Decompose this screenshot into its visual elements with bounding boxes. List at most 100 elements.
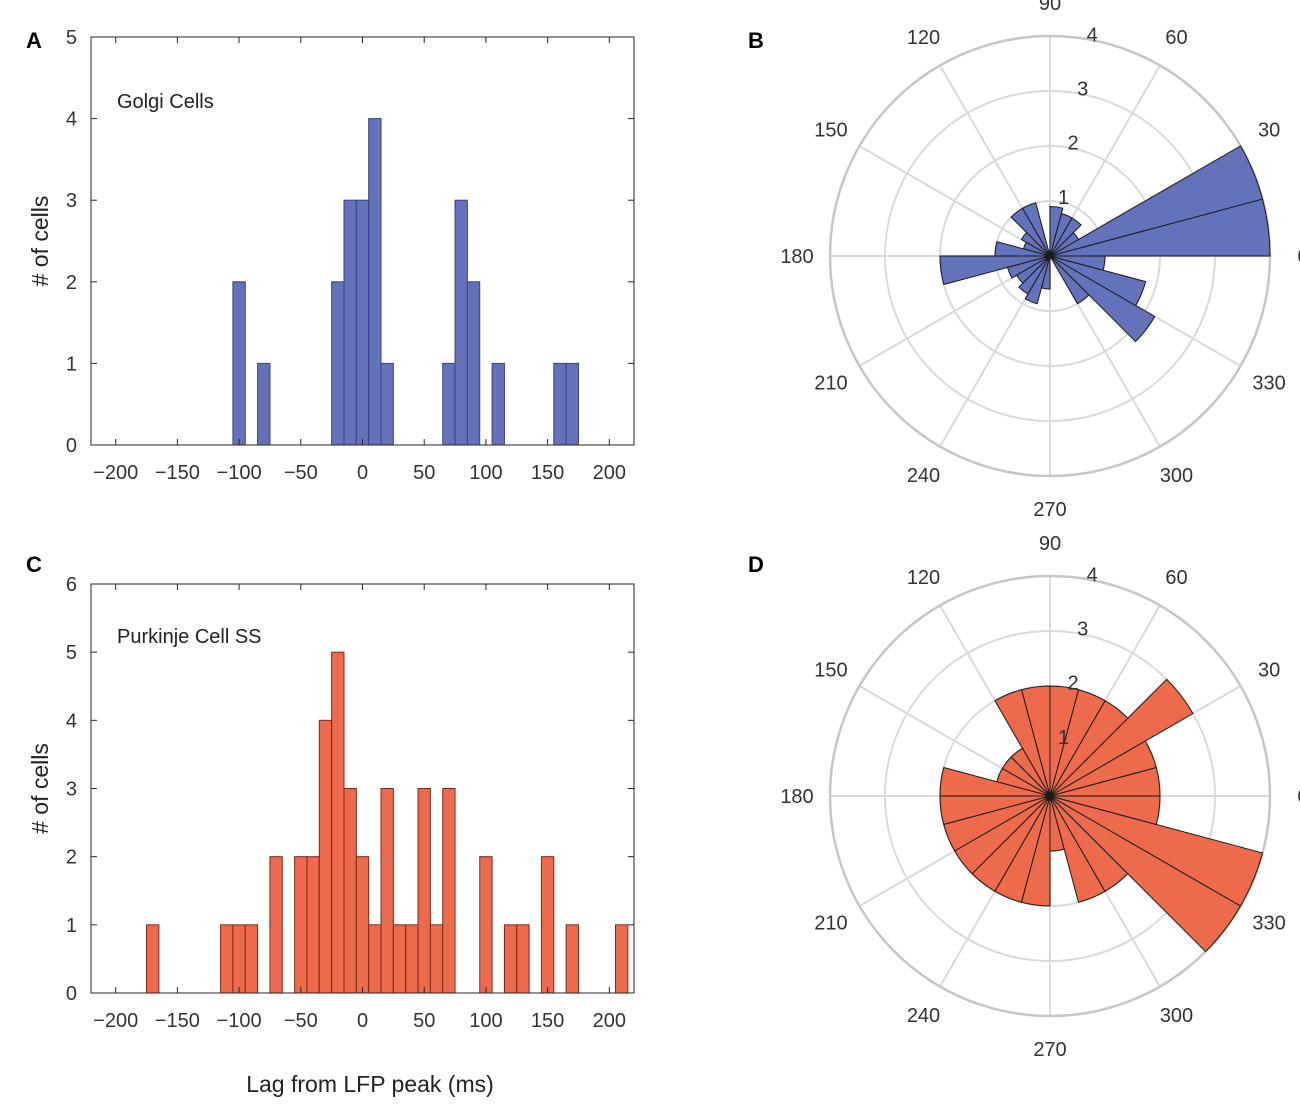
x-tick-label: 0 [357, 1010, 368, 1032]
y-tick-label: 4 [66, 109, 77, 131]
histogram-bar [257, 362, 271, 446]
polar-wedge [1049, 255, 1106, 271]
r-tick-label: 2 [1068, 133, 1079, 155]
y-tick-label: 5 [66, 27, 77, 49]
theta-tick-label: 0 [1297, 786, 1300, 808]
x-axis-label: Lag from LFP peak (ms) [246, 1071, 494, 1097]
histogram-bar [343, 788, 357, 994]
histogram-bar [306, 856, 320, 994]
histogram-bar [491, 362, 505, 446]
histogram-bar [454, 199, 468, 446]
x-tick-label: −100 [217, 1010, 262, 1032]
theta-tick-label: 180 [780, 246, 813, 268]
histogram-bar [466, 281, 481, 446]
histogram-bar [516, 924, 530, 994]
theta-tick-label: 240 [907, 465, 940, 487]
histogram-bar [392, 924, 407, 994]
theta-tick-label: 300 [1160, 1005, 1193, 1027]
polar-wedge [1006, 255, 1051, 279]
y-tick-label: 6 [66, 574, 77, 596]
theta-tick-label: 120 [907, 27, 940, 49]
theta-tick-label: 330 [1252, 913, 1285, 935]
r-tick-label: 4 [1087, 564, 1098, 586]
histogram-bar [269, 856, 283, 994]
histogram-bar [331, 281, 345, 446]
y-tick-label: 0 [66, 983, 77, 1005]
theta-tick-label: 60 [1165, 27, 1187, 49]
histogram-bar [565, 362, 579, 446]
theta-tick-label: 120 [907, 567, 940, 589]
chart-annotation: Purkinje Cell SS [117, 626, 262, 648]
x-tick-label: −50 [284, 1010, 318, 1032]
panel-label: C [26, 552, 42, 577]
y-tick-label: 3 [66, 190, 77, 212]
r-tick-label: 1 [1058, 187, 1069, 209]
polar-wedge [1024, 255, 1051, 305]
r-tick-label: 4 [1087, 24, 1098, 46]
histogram-bar [553, 362, 567, 446]
x-tick-label: 150 [531, 462, 564, 484]
histogram-bar [565, 924, 579, 994]
polar-wedge [1049, 678, 1194, 797]
x-tick-label: 100 [469, 1010, 502, 1032]
x-tick-label: 0 [357, 462, 368, 484]
y-tick-label: 2 [66, 847, 77, 869]
histogram-bar [368, 924, 382, 994]
polar-wedge [1049, 255, 1147, 307]
x-tick-label: 200 [593, 462, 626, 484]
theta-tick-label: 90 [1039, 533, 1061, 555]
polar-center [1047, 793, 1053, 799]
histogram-bar [614, 924, 629, 994]
panel-label: D [748, 552, 764, 577]
y-axis-label: # of cells [27, 743, 53, 834]
x-tick-label: −200 [93, 1010, 138, 1032]
polar-wedge [1049, 145, 1264, 257]
x-tick-label: 200 [593, 1010, 626, 1032]
theta-tick-label: 90 [1039, 0, 1061, 15]
polar-wedge [1020, 795, 1051, 907]
x-tick-label: 50 [413, 462, 435, 484]
x-tick-label: −200 [93, 462, 138, 484]
y-tick-label: 4 [66, 710, 77, 732]
histogram-bar [479, 856, 493, 994]
histogram-bar [368, 118, 382, 446]
polar-wedge [1049, 795, 1161, 826]
histogram-bar [244, 924, 259, 994]
polar-wedge [1040, 255, 1051, 290]
chart-annotation: Golgi Cells [117, 91, 214, 113]
theta-tick-label: 30 [1258, 120, 1280, 142]
polar-wedge [1049, 255, 1156, 343]
polar-wedge [1049, 795, 1264, 907]
histogram-golgi-cells: −200 −150 −100 −50 0 50 100 150 200 0 1 2 3 4 5 A Golgi … [26, 27, 635, 484]
y-tick-label: 2 [66, 272, 77, 294]
histogram-bar [442, 362, 456, 446]
x-tick-label: 150 [531, 1010, 564, 1032]
theta-tick-label: 270 [1033, 1039, 1066, 1061]
r-tick-label: 3 [1077, 79, 1088, 101]
y-tick-label: 3 [66, 779, 77, 801]
y-axis-label: # of cells [27, 196, 53, 287]
polar-wedge [1010, 207, 1051, 257]
histogram-bar [540, 856, 555, 994]
histogram-bar [220, 924, 234, 994]
theta-tick-label: 0 [1297, 246, 1300, 268]
x-tick-label: −50 [284, 462, 318, 484]
x-tick-label: 50 [413, 1010, 435, 1032]
theta-tick-label: 60 [1165, 567, 1187, 589]
x-tick-label: −150 [155, 462, 200, 484]
y-tick-label: 5 [66, 642, 77, 664]
histogram-bar [294, 856, 308, 994]
panel-label: A [26, 28, 42, 53]
histogram-bar [355, 856, 370, 994]
theta-tick-label: 270 [1033, 499, 1066, 521]
histogram-bar [232, 924, 246, 994]
theta-tick-label: 30 [1258, 660, 1280, 682]
histogram-bar [146, 924, 160, 994]
theta-tick-label: 240 [907, 1005, 940, 1027]
polar-center [1047, 253, 1053, 259]
theta-tick-label: 210 [814, 373, 847, 395]
histogram-bar [318, 719, 333, 994]
theta-tick-label: 300 [1160, 465, 1193, 487]
polar-outer-ring [828, 574, 1272, 1018]
